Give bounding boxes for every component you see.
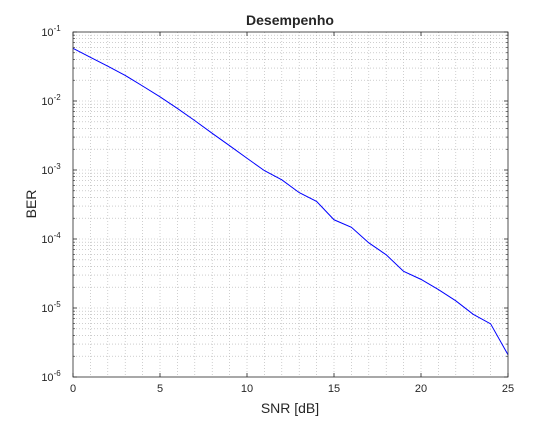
- y-tick-labels: 10-610-510-410-310-210-1: [41, 24, 61, 384]
- y-tick-label: 10-1: [41, 24, 61, 39]
- x-tick-label: 0: [70, 383, 76, 395]
- y-tick-label-exponent: -6: [54, 369, 62, 378]
- ticks: [72, 31, 509, 378]
- series-line: [72, 47, 509, 356]
- y-tick-label-base: 10: [41, 372, 53, 384]
- y-tick-label: 10-4: [41, 231, 61, 246]
- y-tick-label-base: 10: [41, 27, 53, 39]
- y-tick-label-base: 10: [41, 303, 53, 315]
- y-tick-label-exponent: -5: [54, 300, 62, 309]
- x-tick-labels: 0 5 10 15 20 25: [70, 383, 514, 395]
- y-tick-label: 10-5: [41, 300, 61, 315]
- major-grid: [73, 32, 508, 377]
- axes-box: [72, 31, 509, 378]
- plot-area: [73, 32, 508, 377]
- x-tick-label: 25: [502, 383, 514, 395]
- x-tick-label: 20: [415, 383, 427, 395]
- y-axis-label: BER: [23, 190, 39, 219]
- y-tick-label: 10-3: [41, 162, 61, 177]
- y-tick-label-exponent: -3: [54, 162, 62, 171]
- x-tick-label: 10: [241, 383, 253, 395]
- chart-title: Desempenho: [246, 12, 334, 28]
- y-tick-label-exponent: -4: [54, 231, 62, 240]
- x-tick-label: 15: [328, 383, 340, 395]
- y-tick-label: 10-6: [41, 369, 61, 384]
- x-axis-label: SNR [dB]: [261, 400, 319, 416]
- y-tick-label-exponent: -2: [54, 93, 62, 102]
- y-tick-label-exponent: -1: [54, 24, 62, 33]
- x-tick-label: 5: [157, 383, 163, 395]
- y-tick-label-base: 10: [41, 234, 53, 246]
- minor-grid: [73, 32, 508, 377]
- y-tick-label-base: 10: [41, 165, 53, 177]
- y-tick-label: 10-2: [41, 93, 61, 108]
- y-tick-label-base: 10: [41, 96, 53, 108]
